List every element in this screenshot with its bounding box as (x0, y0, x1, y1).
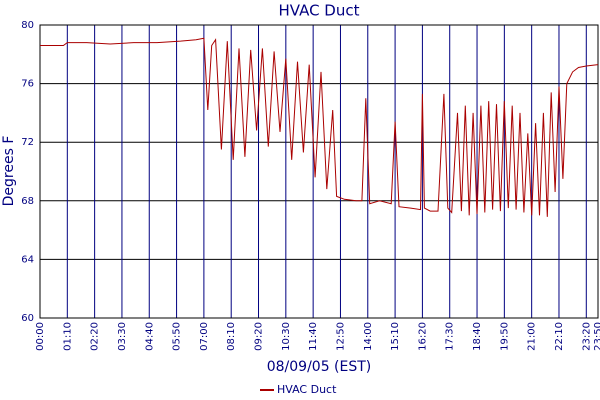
x-tick-label: 10:30 (281, 322, 292, 351)
y-tick-label: 68 (21, 196, 34, 207)
y-tick-label: 64 (21, 254, 34, 265)
x-tick-label: 11:40 (308, 322, 319, 351)
x-tick-label: 21:00 (527, 322, 538, 351)
x-tick-label: 14:00 (363, 322, 374, 351)
legend-label: HVAC Duct (277, 383, 337, 396)
x-tick-label: 09:20 (254, 322, 265, 351)
x-tick-label: 23:50 (593, 322, 600, 351)
x-tick-label: 04:40 (144, 322, 155, 351)
y-tick-label: 76 (21, 79, 34, 90)
x-tick-label: 22:10 (554, 322, 565, 351)
x-tick-label: 16:20 (417, 322, 428, 351)
plot-border (39, 24, 599, 319)
y-tick-label: 80 (21, 20, 34, 31)
x-tick-label: 03:30 (117, 322, 128, 351)
x-tick-label: 15:10 (390, 322, 401, 351)
x-tick-label: 12:50 (335, 322, 346, 351)
x-tick-label: 00:00 (35, 322, 46, 351)
x-tick-label: 18:40 (472, 322, 483, 351)
data-line (40, 37, 599, 217)
chart-title: HVAC Duct (278, 2, 359, 20)
y-axis-label: Degrees F (1, 136, 17, 207)
x-tick-label: 01:10 (62, 322, 73, 351)
x-tick-label: 02:20 (90, 322, 101, 351)
x-axis-label: 08/09/05 (EST) (267, 359, 372, 375)
x-tick-label: 08:10 (226, 322, 237, 351)
x-tick-label: 19:50 (499, 322, 510, 351)
x-tick-label: 05:50 (172, 322, 183, 351)
x-tick-label: 07:00 (199, 322, 210, 351)
x-tick-label: 17:30 (445, 322, 456, 351)
x-tick-label: 23:20 (581, 322, 592, 351)
y-tick-label: 60 (21, 313, 34, 324)
y-tick-label: 72 (21, 137, 34, 148)
